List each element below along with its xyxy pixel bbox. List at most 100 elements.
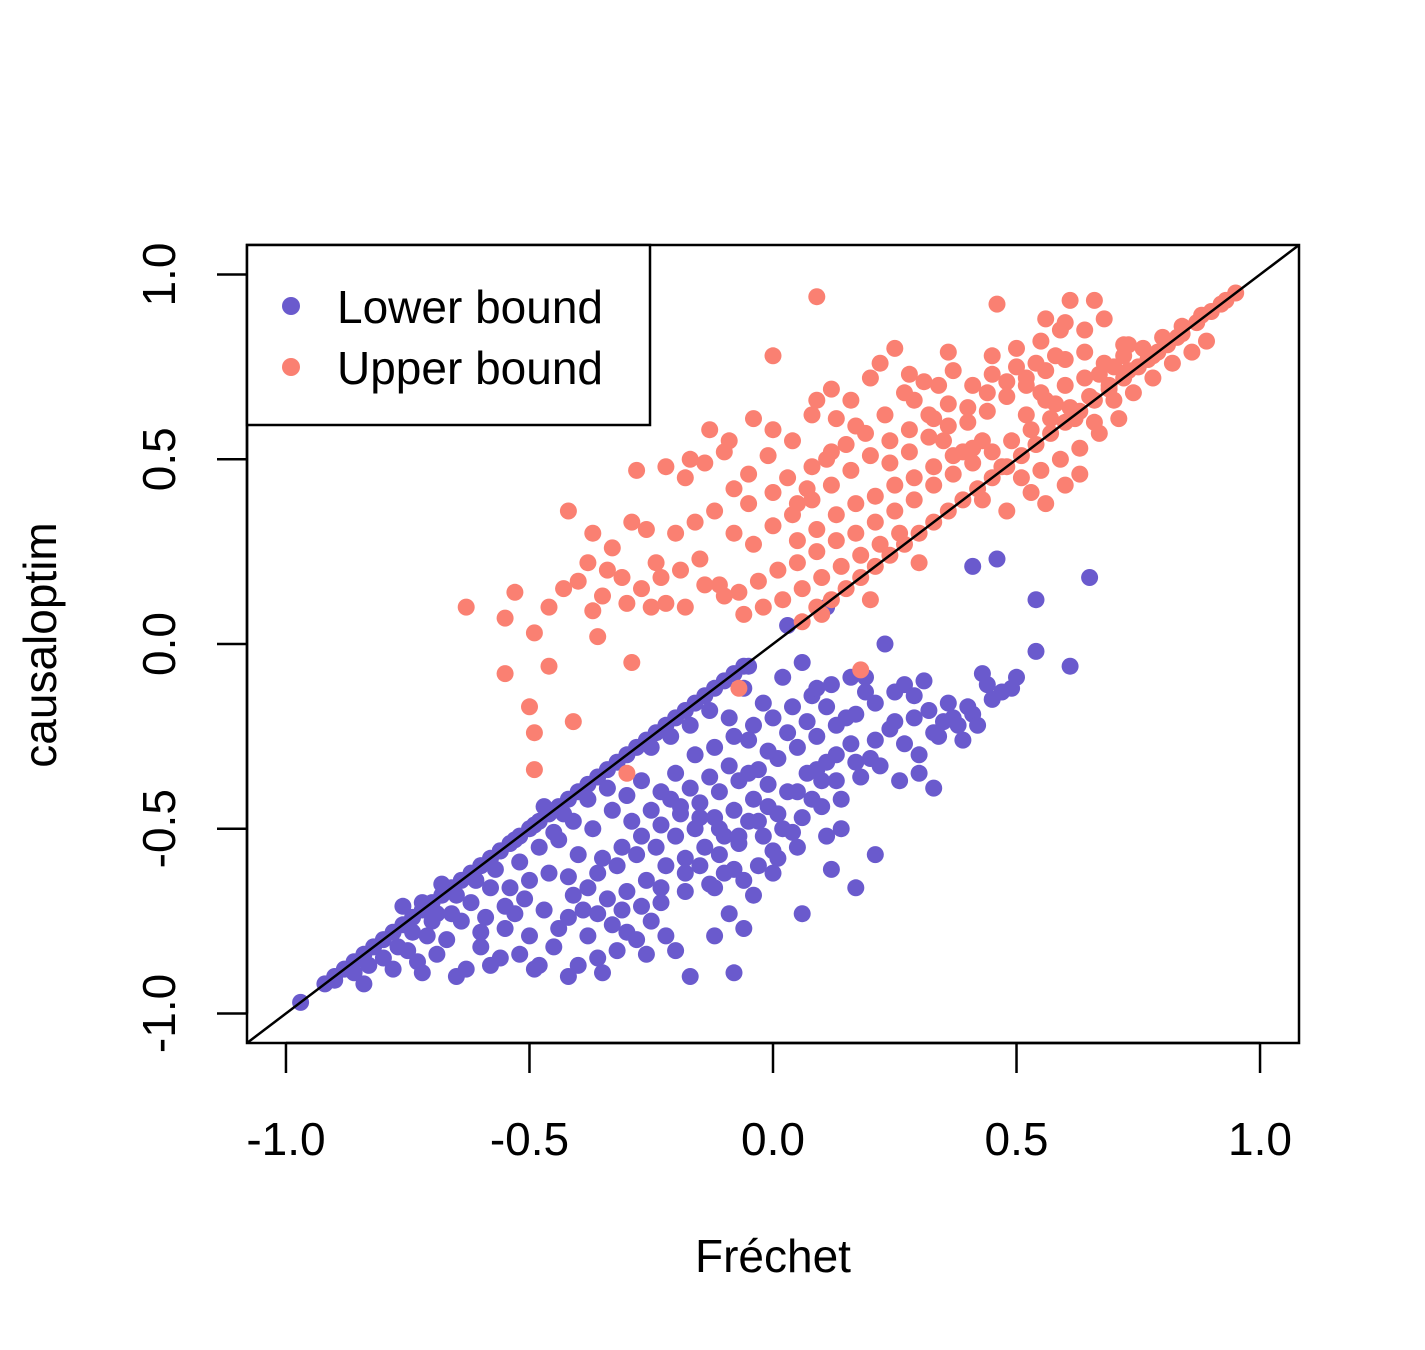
data-point	[603, 539, 621, 557]
data-point	[1095, 310, 1113, 328]
data-point	[905, 469, 923, 487]
data-point	[944, 362, 962, 380]
data-point	[516, 890, 534, 908]
data-point	[681, 716, 699, 734]
data-point	[482, 879, 499, 897]
data-point	[749, 857, 767, 875]
y-tick-label: -1.0	[133, 974, 185, 1053]
data-point	[949, 716, 967, 734]
data-point	[569, 846, 587, 864]
data-point	[579, 790, 597, 808]
data-point	[896, 384, 913, 402]
data-point	[964, 376, 982, 394]
data-point	[842, 735, 860, 753]
data-point	[793, 809, 811, 827]
data-point	[852, 661, 870, 679]
data-point	[633, 580, 650, 598]
data-point	[1037, 495, 1055, 513]
data-point	[652, 783, 670, 801]
points-layer	[292, 284, 1245, 1011]
data-point	[1003, 432, 1021, 450]
data-point	[1032, 332, 1050, 350]
data-point	[628, 461, 646, 479]
data-point	[847, 495, 865, 513]
data-point	[788, 554, 806, 572]
data-point	[822, 380, 840, 398]
data-point	[779, 469, 797, 487]
data-point	[818, 698, 836, 716]
data-point	[881, 454, 899, 472]
data-point	[725, 480, 743, 498]
x-tick-label: 0.0	[741, 1113, 805, 1165]
data-point	[603, 801, 621, 819]
data-point	[618, 787, 636, 804]
data-point	[925, 458, 943, 476]
data-point	[1061, 291, 1079, 309]
data-point	[759, 447, 777, 465]
data-point	[1051, 321, 1069, 339]
data-point	[681, 779, 699, 797]
data-point	[900, 365, 918, 383]
data-point	[905, 491, 923, 509]
data-point	[793, 654, 811, 671]
data-point	[559, 908, 577, 926]
data-point	[1032, 461, 1050, 479]
data-point	[676, 849, 694, 867]
data-point	[803, 406, 821, 424]
data-point	[1115, 347, 1133, 365]
data-point	[876, 406, 894, 424]
data-point	[676, 883, 694, 900]
data-point	[745, 535, 762, 553]
data-point	[983, 365, 1001, 383]
data-point	[847, 524, 865, 542]
data-point	[866, 513, 884, 531]
data-point	[535, 798, 553, 816]
data-point	[676, 469, 694, 487]
data-point	[925, 779, 943, 797]
data-point	[657, 857, 675, 875]
data-point	[589, 864, 607, 882]
data-point	[691, 809, 709, 827]
data-point	[720, 709, 738, 727]
data-point	[998, 502, 1016, 520]
x-axis-label: Fréchet	[695, 1230, 851, 1282]
data-point	[735, 605, 753, 623]
data-point	[759, 775, 777, 793]
data-point	[715, 587, 733, 605]
legend-marker-lower-bound	[282, 297, 300, 315]
data-point	[745, 790, 762, 808]
y-axis-label: causaloptim	[14, 522, 66, 767]
data-point	[871, 535, 889, 553]
data-point	[866, 694, 884, 712]
data-point	[652, 879, 670, 897]
data-point	[1037, 310, 1055, 328]
data-point	[701, 702, 719, 719]
data-point	[861, 591, 879, 609]
data-point	[735, 920, 753, 937]
data-point	[896, 676, 913, 694]
data-point	[374, 949, 392, 967]
data-point	[881, 432, 899, 450]
data-point	[1051, 450, 1069, 468]
data-point	[822, 676, 840, 694]
data-point	[540, 598, 558, 616]
data-point	[915, 672, 933, 690]
data-point	[784, 698, 801, 716]
data-point	[740, 495, 758, 513]
data-point	[506, 583, 524, 601]
data-point	[915, 373, 933, 391]
data-point	[784, 506, 801, 524]
data-point	[852, 546, 870, 564]
data-point	[618, 883, 636, 900]
data-point	[613, 838, 631, 856]
data-point	[769, 805, 787, 823]
data-point	[535, 901, 553, 919]
data-point	[608, 942, 626, 960]
data-point	[530, 838, 548, 856]
data-point	[720, 432, 738, 450]
data-point	[399, 942, 417, 960]
data-point	[584, 524, 602, 542]
data-point	[691, 550, 709, 568]
data-point	[360, 956, 378, 974]
